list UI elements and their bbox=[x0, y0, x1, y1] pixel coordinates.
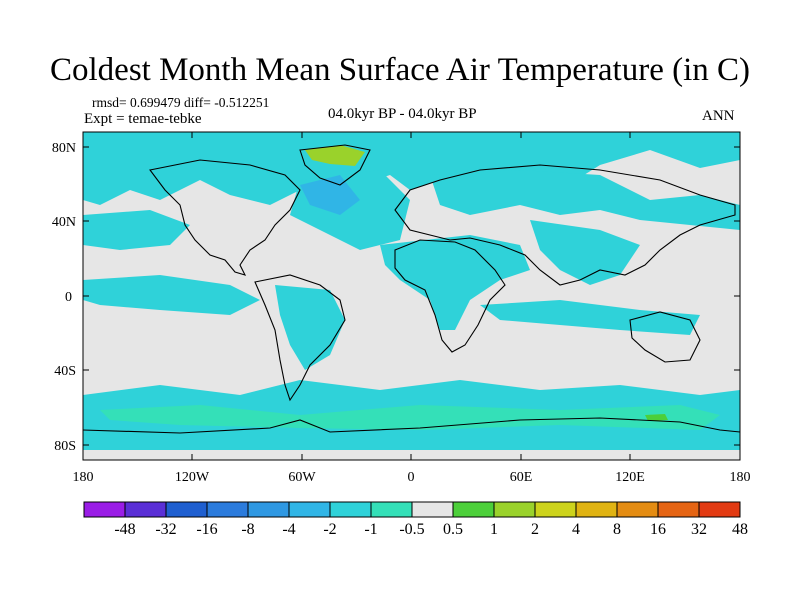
colorbar-box bbox=[657, 501, 700, 518]
lon-label-180e: 180 bbox=[730, 470, 751, 485]
coastlines bbox=[82, 144, 741, 434]
coastline-africa bbox=[394, 239, 506, 353]
colorbar-box bbox=[124, 501, 167, 518]
lon-label-120e: 120E bbox=[615, 470, 645, 485]
field-indian-ocean bbox=[480, 300, 700, 335]
map-plot bbox=[82, 131, 741, 461]
colorbar bbox=[83, 501, 741, 518]
field-africa bbox=[380, 235, 530, 330]
colorbar-label: 4 bbox=[572, 521, 580, 538]
colorbar-box bbox=[288, 501, 331, 518]
colorbar-box bbox=[247, 501, 290, 518]
colorbar-label: -1 bbox=[364, 521, 377, 538]
field-arctic bbox=[83, 132, 740, 205]
lon-label-60w: 60W bbox=[288, 470, 316, 485]
lon-label-0: 0 bbox=[408, 470, 415, 485]
colorbar-labels: -48 -32 -16 -8 -4 -2 -1 -0.5 0.5 1 2 4 8 16 32 48 bbox=[114, 521, 748, 538]
field-southern-green bbox=[645, 414, 668, 421]
coastline-south-america bbox=[254, 274, 346, 402]
colorbar-label: -2 bbox=[323, 521, 336, 538]
lat-label-80n: 80N bbox=[52, 141, 76, 156]
colorbar-box bbox=[575, 501, 618, 518]
coastline-north-america bbox=[149, 159, 301, 276]
colorbar-label: -16 bbox=[196, 521, 217, 538]
field-southern-ocean-inner bbox=[100, 405, 720, 430]
colorbar-label: -4 bbox=[282, 521, 295, 538]
lat-label-80s: 80S bbox=[54, 439, 76, 454]
lat-tick-labels: 80N 40N 0 40S 80S bbox=[52, 141, 76, 454]
anomaly-fields bbox=[83, 132, 740, 450]
lat-label-0: 0 bbox=[65, 290, 72, 305]
field-south-america bbox=[275, 285, 345, 370]
colorbar-label: 1 bbox=[490, 521, 498, 538]
coastline-greenland bbox=[299, 144, 371, 186]
field-greenland bbox=[305, 145, 365, 166]
lon-tick-labels: 180 120W 60W 0 60E 120E 180 bbox=[73, 470, 751, 485]
colorbar-label: 8 bbox=[613, 521, 621, 538]
lat-label-40n: 40N bbox=[52, 215, 76, 230]
colorbar-label: -8 bbox=[241, 521, 254, 538]
period-label: 04.0kyr BP - 04.0kyr BP bbox=[328, 106, 477, 122]
lat-label-40s: 40S bbox=[54, 364, 76, 379]
colorbar-box bbox=[493, 501, 536, 518]
colorbar-box bbox=[165, 501, 208, 518]
field-asia bbox=[530, 220, 640, 285]
colorbar-label: -32 bbox=[155, 521, 176, 538]
stats-label: rmsd= 0.699479 diff= -0.512251 bbox=[92, 95, 270, 110]
colorbar-box bbox=[411, 501, 454, 518]
colorbar-label: -48 bbox=[114, 521, 135, 538]
lon-label-120w: 120W bbox=[175, 470, 210, 485]
coastline-australia bbox=[629, 311, 701, 363]
coastline-eurasia bbox=[394, 164, 736, 286]
lon-label-60e: 60E bbox=[510, 470, 533, 485]
colorbar-label: 48 bbox=[732, 521, 748, 538]
field-north-pacific bbox=[83, 210, 190, 250]
colorbar-box bbox=[206, 501, 249, 518]
field-north-atlantic-deep bbox=[300, 175, 360, 215]
field-siberia bbox=[430, 170, 740, 230]
colorbar-label: 32 bbox=[691, 521, 707, 538]
experiment-label: Expt = temae-tebke bbox=[84, 111, 202, 127]
lon-label-180w: 180 bbox=[73, 470, 94, 485]
colorbar-label: 0.5 bbox=[443, 521, 463, 538]
colorbar-box bbox=[534, 501, 577, 518]
colorbar-box bbox=[452, 501, 495, 518]
map-title: Coldest Month Mean Surface Air Temperatu… bbox=[50, 52, 750, 88]
colorbar-box bbox=[329, 501, 372, 518]
colorbar-label: 2 bbox=[531, 521, 539, 538]
field-tropical-pacific bbox=[83, 275, 260, 315]
colorbar-box bbox=[616, 501, 659, 518]
colorbar-box bbox=[698, 501, 741, 518]
colorbar-label: 16 bbox=[650, 521, 666, 538]
coastline-antarctica bbox=[82, 417, 741, 434]
colorbar-label: -0.5 bbox=[399, 521, 424, 538]
season-label: ANN bbox=[702, 108, 735, 124]
colorbar-box bbox=[83, 501, 126, 518]
colorbar-box bbox=[370, 501, 413, 518]
axis-ticks bbox=[83, 132, 740, 460]
